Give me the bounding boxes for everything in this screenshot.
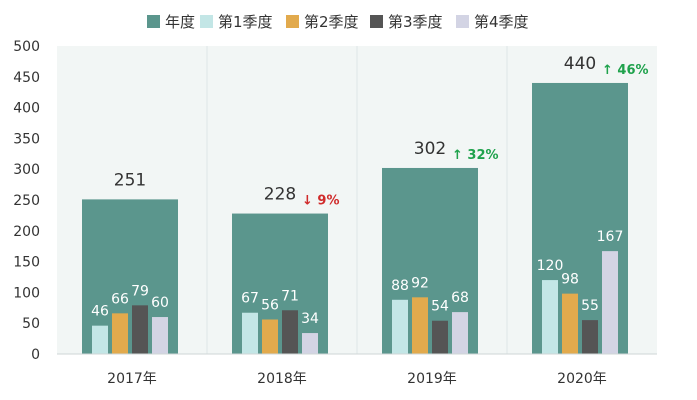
annual-value-label: 440 (564, 54, 596, 74)
quarter-bar (412, 297, 428, 354)
annual-value-label: 251 (114, 170, 146, 190)
annual-change-label: ↑ 32% (452, 148, 499, 163)
y-tick-label: 250 (13, 193, 40, 209)
y-tick-label: 400 (13, 101, 40, 117)
quarter-value-label: 66 (111, 291, 129, 307)
quarter-bar (262, 319, 278, 354)
quarter-bar (452, 312, 468, 354)
y-tick-label: 450 (13, 70, 40, 86)
legend-label: 第1季度 (218, 13, 273, 31)
quarter-value-label: 34 (301, 311, 319, 327)
bars (82, 82, 628, 355)
legend-label: 第2季度 (304, 13, 359, 31)
x-axis: 2017年 2018年 2019年 2020年 (57, 353, 657, 387)
y-tick-label: 100 (13, 285, 40, 301)
quarter-bar (92, 325, 108, 354)
quarter-value-label: 88 (391, 278, 409, 294)
legend-swatch (370, 15, 383, 28)
quarter-value-label: 167 (597, 229, 624, 245)
annual-change-label: ↓ 9% (302, 194, 340, 209)
quarter-bar (302, 333, 318, 354)
quarter-bar (542, 280, 558, 354)
legend-label: 第3季度 (388, 13, 443, 31)
y-axis: 0 50 100 150 200 250 300 350 400 450 500 (13, 39, 40, 363)
y-tick-label: 150 (13, 255, 40, 271)
quarter-value-label: 79 (131, 283, 149, 299)
x-category-label: 2020年 (557, 371, 607, 387)
legend-swatch (200, 15, 213, 28)
quarter-value-label: 98 (561, 272, 579, 288)
quarter-value-label: 60 (151, 295, 169, 311)
quarter-bar (392, 299, 408, 354)
legend-label: 年度 (165, 13, 195, 31)
annual-value-label: 302 (414, 139, 446, 159)
annual-change-label: ↑ 46% (602, 63, 649, 78)
quarter-bar (582, 320, 598, 354)
y-tick-label: 50 (22, 316, 40, 332)
legend: 年度 第1季度 第2季度 第3季度 第4季度 (147, 13, 529, 31)
legend-swatch (286, 15, 299, 28)
legend-swatch (456, 15, 469, 28)
quarter-bar (562, 293, 578, 354)
quarter-value-label: 71 (281, 288, 299, 304)
y-tick-label: 0 (31, 347, 40, 363)
quarter-value-label: 54 (431, 299, 449, 315)
quarter-bar (282, 310, 298, 354)
y-tick-label: 500 (13, 39, 40, 55)
quarter-bar (242, 312, 258, 354)
y-tick-label: 300 (13, 162, 40, 178)
legend-swatch (147, 15, 160, 28)
x-category-label: 2018年 (257, 371, 307, 387)
x-category-label: 2017年 (107, 371, 157, 387)
quarter-value-label: 67 (241, 291, 259, 307)
legend-label: 第4季度 (474, 13, 529, 31)
annual-value-label: 228 (264, 185, 296, 205)
quarter-bar (432, 320, 448, 354)
quarter-value-label: 120 (537, 258, 564, 274)
quarter-value-label: 56 (261, 298, 279, 314)
quarter-value-label: 55 (581, 298, 599, 314)
category-dividers (206, 46, 508, 354)
x-category-label: 2019年 (407, 371, 457, 387)
quarter-bar (112, 313, 128, 354)
quarter-bar (132, 305, 148, 354)
quarter-value-label: 92 (411, 275, 429, 291)
quarter-value-label: 46 (91, 304, 109, 320)
quarter-bar (602, 251, 618, 354)
y-tick-label: 350 (13, 131, 40, 147)
quarter-bar (152, 317, 168, 354)
quarter-value-label: 68 (451, 290, 469, 306)
y-tick-label: 200 (13, 224, 40, 240)
